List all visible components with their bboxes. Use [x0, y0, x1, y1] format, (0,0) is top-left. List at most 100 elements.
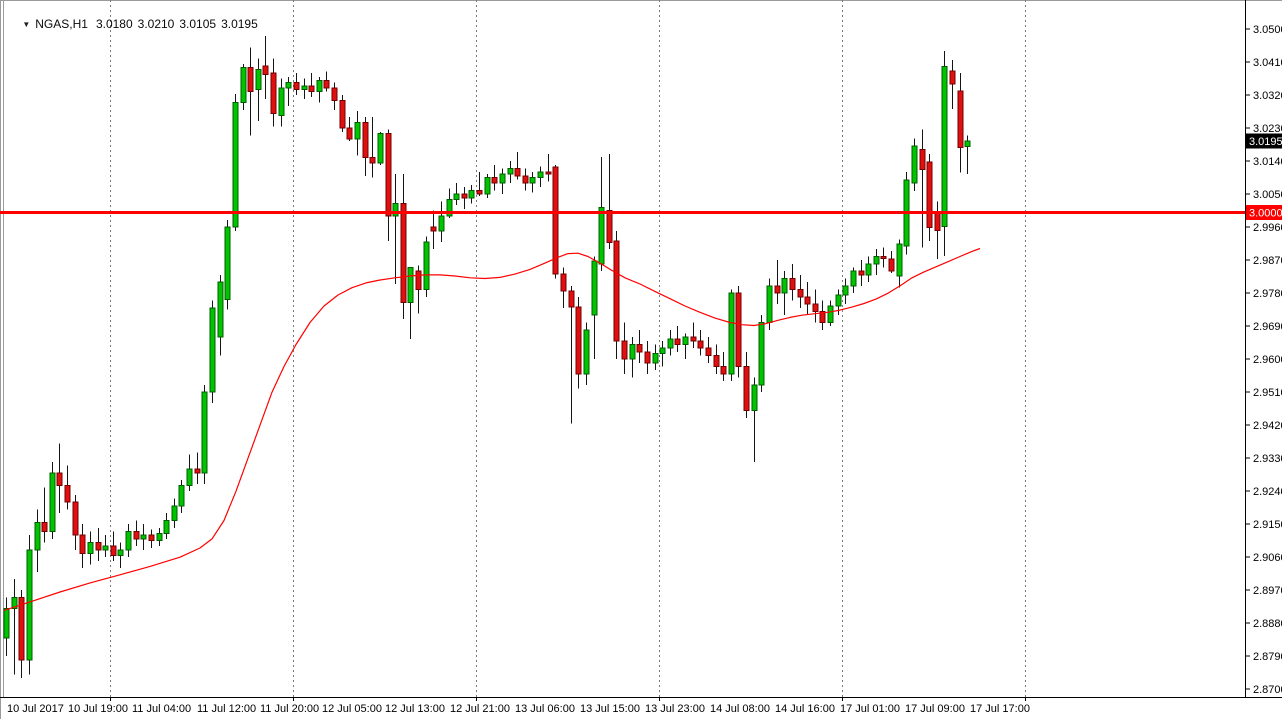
- time-axis-label: 10 Jul 2017: [7, 703, 64, 715]
- candle-bull: [26, 549, 33, 661]
- candle-bear: [819, 311, 826, 323]
- candle-bull: [751, 384, 758, 412]
- candle-bear: [888, 258, 895, 272]
- ohlc-open-value: 3.0180: [95, 17, 133, 31]
- candle-bear: [362, 122, 369, 158]
- ohlc-high-value: 3.0210: [137, 17, 175, 31]
- candle-bull: [140, 534, 147, 540]
- candle-bull: [125, 531, 132, 551]
- candle-bull: [468, 190, 475, 199]
- candle-bull: [102, 545, 109, 551]
- candle-bull: [850, 270, 857, 287]
- candle-bear: [621, 340, 628, 360]
- candle-bull: [278, 87, 285, 116]
- candle-bull: [156, 532, 163, 542]
- chart-dropdown-triangle-icon: ▼: [22, 20, 31, 29]
- candle-bull: [11, 597, 18, 609]
- candle-bull: [484, 177, 491, 195]
- candle-bull: [186, 468, 193, 487]
- time-axis-label: 17 Jul 01:00: [840, 703, 900, 715]
- candle-bear: [522, 175, 529, 184]
- candle-bear: [774, 285, 781, 294]
- candle-bear: [41, 521, 48, 533]
- hline-price-tag: [1246, 205, 1282, 220]
- candle-bear: [369, 157, 376, 164]
- candle-bull: [171, 505, 178, 522]
- candle-bear: [308, 85, 315, 92]
- candle-bull: [117, 549, 124, 556]
- price-axis-label: 2.9330: [1253, 453, 1282, 465]
- candle-bear: [804, 296, 811, 305]
- candle-bull: [766, 285, 773, 324]
- candle-bull: [438, 215, 445, 232]
- candle-bull: [34, 521, 41, 551]
- candle-bear: [110, 545, 117, 556]
- candle-bull: [224, 226, 231, 300]
- candle-bear: [713, 355, 720, 367]
- price-axis-label: 2.8880: [1253, 618, 1282, 630]
- time-axis-label: 12 Jul 21:00: [450, 703, 510, 715]
- time-axis-label: 13 Jul 23:00: [645, 703, 705, 715]
- candle-bull: [865, 263, 872, 276]
- candle-bull: [911, 145, 918, 184]
- candle-bear: [880, 256, 887, 259]
- candle-bear: [385, 133, 392, 217]
- candle-bull: [591, 260, 598, 316]
- candle-bear: [644, 351, 651, 364]
- candle-bull: [728, 292, 735, 375]
- price-axis-label: 3.0410: [1253, 57, 1282, 69]
- price-axis-label: 3.0320: [1253, 90, 1282, 102]
- candle-bull: [652, 353, 659, 364]
- ohlc-low-value: 3.0105: [179, 17, 217, 31]
- time-axis-label: 17 Jul 09:00: [905, 703, 965, 715]
- candle-bear: [575, 306, 582, 375]
- candle-bull: [781, 278, 788, 294]
- candle-bear: [697, 340, 704, 349]
- ohlc-close-value: 3.0195: [221, 17, 258, 31]
- candle-bull: [537, 171, 544, 179]
- candle-bull: [446, 199, 453, 217]
- candle-bull: [201, 391, 208, 474]
- candle-bear: [400, 202, 407, 303]
- price-axis-label: 2.8790: [1253, 651, 1282, 663]
- candle-bear: [262, 65, 269, 75]
- price-axis-label: 2.9780: [1253, 288, 1282, 300]
- candle-bear: [545, 171, 552, 175]
- price-axis-label: 2.8700: [1253, 684, 1282, 696]
- time-axis-label: 14 Jul 08:00: [710, 703, 770, 715]
- candle-bull: [629, 344, 636, 360]
- chart-title: ▼ NGAS,H1 3.0180 3.0210 3.0105 3.0195: [9, 3, 263, 45]
- candle-bear: [270, 72, 277, 114]
- time-axis-label: 11 Jul 12:00: [197, 703, 256, 715]
- candle-bull: [583, 329, 590, 375]
- candle-bear: [476, 190, 483, 195]
- candle-bear: [919, 149, 926, 170]
- candle-bull: [827, 305, 834, 323]
- price-axis-label: 2.9060: [1253, 552, 1282, 564]
- candle-bull: [758, 322, 765, 386]
- candle-bull: [377, 133, 384, 164]
- candle-bear: [430, 226, 437, 232]
- price-axis-label: 3.0050: [1253, 189, 1282, 201]
- candle-bear: [491, 177, 498, 184]
- candle-bear: [674, 338, 681, 345]
- price-axis-label: 2.9690: [1253, 321, 1282, 333]
- candle-bull: [529, 177, 536, 184]
- candle-bull: [842, 285, 849, 296]
- candle-bull: [354, 122, 361, 140]
- candle-bear: [552, 166, 559, 275]
- candle-bear: [797, 289, 804, 298]
- candle-bull: [49, 472, 56, 533]
- candle-bull: [178, 485, 185, 507]
- time-axis-label: 10 Jul 19:00: [68, 703, 128, 715]
- time-axis-label: 12 Jul 05:00: [322, 703, 382, 715]
- candle-bear: [934, 210, 941, 231]
- candle-bull: [232, 102, 239, 228]
- symbol-timeframe-label: NGAS,H1: [35, 17, 88, 31]
- candle-bear: [514, 168, 521, 177]
- price-axis-label: 2.9600: [1253, 354, 1282, 366]
- candle-bull: [964, 140, 971, 147]
